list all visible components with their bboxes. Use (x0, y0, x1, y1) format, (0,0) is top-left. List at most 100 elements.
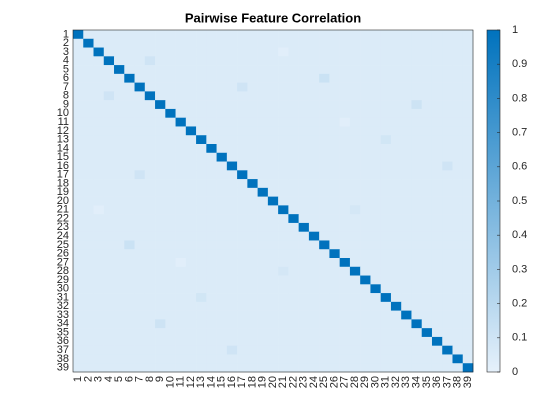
x-tick-label: 11 (175, 376, 187, 387)
heatmap-cell (349, 275, 361, 285)
heatmap-cell (421, 240, 433, 250)
heatmap-cell (288, 38, 299, 48)
heatmap-cell (144, 56, 156, 66)
heatmap-cell (329, 91, 340, 101)
heatmap-cell (278, 336, 289, 346)
heatmap-cell (155, 38, 166, 48)
heatmap-cell (442, 249, 453, 259)
heatmap-cell (288, 319, 299, 329)
heatmap-cell (339, 47, 351, 57)
heatmap-cell (298, 30, 310, 40)
heatmap-cell (134, 38, 146, 48)
heatmap-cell (206, 345, 217, 355)
heatmap-cell (360, 135, 371, 145)
heatmap-cell (247, 135, 258, 145)
heatmap-cell (226, 284, 238, 294)
heatmap-cell (237, 65, 248, 75)
heatmap-cell (360, 363, 371, 373)
heatmap-cell (421, 179, 433, 189)
heatmap-cell (267, 47, 279, 57)
heatmap-cell (390, 161, 402, 171)
heatmap-cell (196, 363, 207, 373)
heatmap-cell (329, 293, 340, 303)
heatmap-cell (73, 284, 84, 294)
heatmap-cell (267, 319, 279, 329)
heatmap-cell (329, 214, 340, 224)
heatmap-cell (237, 91, 248, 101)
heatmap-cell (339, 56, 351, 66)
heatmap-cell (452, 205, 464, 215)
heatmap-cell (462, 275, 474, 285)
heatmap-cell (319, 284, 330, 294)
heatmap-cell (267, 144, 279, 154)
heatmap-cell (216, 205, 228, 215)
heatmap-cell (175, 345, 187, 355)
heatmap-cell (278, 56, 289, 66)
heatmap-cell (216, 345, 228, 355)
heatmap-cell (308, 363, 320, 373)
heatmap-cell (278, 30, 289, 40)
heatmap-cell (257, 231, 269, 241)
x-tick-label: 17 (236, 376, 248, 388)
heatmap-cell (401, 222, 412, 232)
heatmap-cell (452, 319, 464, 329)
heatmap-cell (288, 293, 299, 303)
heatmap-cell (124, 117, 135, 127)
heatmap-cell (144, 38, 156, 48)
heatmap-cell (380, 30, 392, 40)
heatmap-cell (83, 345, 94, 355)
heatmap-cell (134, 82, 146, 92)
heatmap-cell (442, 240, 453, 250)
heatmap-cell (73, 65, 84, 75)
heatmap-cell (360, 187, 371, 197)
heatmap-cell (93, 170, 105, 180)
heatmap-cell (298, 293, 310, 303)
colorbar-tick-label: 0.8 (512, 92, 527, 104)
heatmap-cell (267, 240, 279, 250)
heatmap-cell (114, 38, 125, 48)
heatmap-cell (103, 336, 115, 346)
heatmap-cell (442, 135, 453, 145)
colorbar-tick-label: 0.3 (512, 263, 527, 275)
heatmap-cell (442, 258, 453, 268)
heatmap-cell (421, 152, 433, 162)
heatmap-cell (144, 117, 156, 127)
heatmap-cell (144, 284, 156, 294)
heatmap-cell (83, 205, 94, 215)
heatmap-cell (452, 196, 464, 206)
heatmap-cell (257, 258, 269, 268)
heatmap-cell (390, 240, 402, 250)
heatmap-cell (401, 293, 412, 303)
heatmap-cell (73, 328, 84, 338)
heatmap-cell (103, 293, 115, 303)
heatmap-cell (114, 82, 125, 92)
heatmap-cell (93, 144, 105, 154)
heatmap-cell (185, 275, 197, 285)
heatmap-cell (442, 293, 453, 303)
heatmap-cell (144, 91, 156, 101)
heatmap-cell (247, 222, 258, 232)
heatmap-cell (370, 222, 381, 232)
heatmap-cell (360, 73, 371, 83)
heatmap-cell (196, 231, 207, 241)
heatmap-cell (114, 249, 125, 259)
heatmap-cell (175, 117, 187, 127)
heatmap-cell (114, 47, 125, 57)
heatmap-cell (411, 293, 423, 303)
heatmap-cell (73, 170, 84, 180)
heatmap-cell (380, 258, 392, 268)
heatmap-cell (329, 240, 340, 250)
heatmap-cell (370, 363, 381, 373)
heatmap-cell (134, 258, 146, 268)
heatmap-cell (308, 328, 320, 338)
heatmap-cell (298, 310, 310, 320)
heatmap-cell (308, 319, 320, 329)
heatmap-cell (206, 328, 217, 338)
heatmap-cell (298, 354, 310, 364)
heatmap-cell (175, 293, 187, 303)
heatmap-cell (298, 170, 310, 180)
heatmap-cell (134, 354, 146, 364)
heatmap-cell (380, 144, 392, 154)
heatmap-cell (462, 240, 474, 250)
heatmap-cell (329, 56, 340, 66)
